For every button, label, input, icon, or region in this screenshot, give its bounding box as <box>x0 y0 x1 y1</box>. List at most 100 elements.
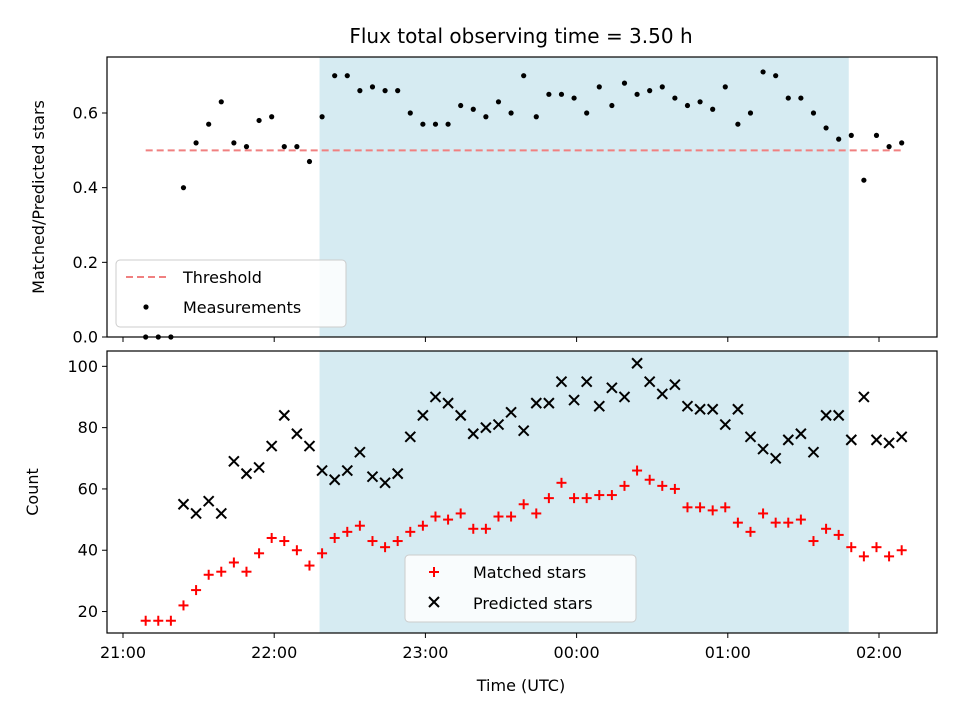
measurement-point <box>659 84 665 90</box>
predicted-star-point <box>807 446 820 458</box>
predicted-star-point <box>681 400 694 412</box>
predicted-star-point <box>467 428 479 440</box>
top-y-tick-label: 0.2 <box>73 253 98 272</box>
predicted-star-point <box>492 418 505 431</box>
matched-star-point <box>367 536 378 547</box>
measurement-point <box>218 99 224 105</box>
predicted-star-point <box>442 397 454 409</box>
predicted-star-point <box>656 388 668 400</box>
predicted-star-point <box>543 397 555 409</box>
measurement-point <box>294 144 300 150</box>
top-plot-marks <box>143 69 905 340</box>
measurement-point <box>470 106 476 112</box>
observing-window-span <box>319 57 849 337</box>
matched-star-point <box>556 477 567 488</box>
x-axis-label: Time (UTC) <box>476 676 565 695</box>
matched-star-point <box>203 569 214 580</box>
measurement-point <box>672 95 678 101</box>
measurement-point <box>395 88 401 94</box>
bottom-y-tick-label: 60 <box>78 479 98 498</box>
measurement-point <box>886 144 892 150</box>
matched-star-point <box>317 548 328 559</box>
measurement-point <box>533 114 539 120</box>
predicted-star-point <box>593 400 605 412</box>
matched-star-point <box>695 502 706 513</box>
predicted-star-point <box>228 455 240 468</box>
predicted-star-point <box>366 470 379 483</box>
measurement-point <box>596 84 602 90</box>
matched-star-point <box>644 474 655 485</box>
matched-star-point <box>833 529 844 540</box>
matched-star-point <box>304 560 315 571</box>
predicted-star-point <box>895 431 908 443</box>
predicted-star-point <box>769 452 782 464</box>
predicted-star-point <box>429 391 442 403</box>
matched-star-point <box>254 548 265 559</box>
matched-star-point <box>581 493 592 504</box>
matched-star-point <box>153 615 164 626</box>
measurement-point <box>710 106 716 112</box>
matched-star-point <box>506 511 517 522</box>
measurement-point <box>621 80 628 86</box>
matched-star-point <box>896 545 907 556</box>
measurement-point <box>243 144 250 150</box>
measurement-point <box>760 69 766 75</box>
measurement-point <box>836 136 842 142</box>
measurement-point <box>357 88 363 94</box>
top-y-tick-label: 0.0 <box>73 328 98 347</box>
predicted-star-point <box>580 375 593 388</box>
top-y-tick-label: 0.6 <box>73 104 98 123</box>
measurement-point <box>256 117 262 124</box>
matched-star-point <box>480 523 491 534</box>
measurement-point <box>747 110 754 116</box>
legend-matched-swatch <box>429 567 439 577</box>
matched-star-point <box>543 493 554 504</box>
predicted-star-point <box>694 403 706 415</box>
measurement-point <box>483 114 489 120</box>
x-tick-label: 00:00 <box>554 643 600 662</box>
predicted-star-point <box>291 428 303 440</box>
measurement-point <box>848 132 854 138</box>
measurement-point <box>445 121 451 127</box>
bottom-panel: 20 40 60 80 100 21:00 22:00 23:00 00:00 01:00 02:… <box>23 350 938 695</box>
predicted-star-point <box>265 440 278 452</box>
measurement-point <box>785 95 791 101</box>
matched-star-point <box>417 520 428 531</box>
matched-star-point <box>380 542 391 553</box>
matched-star-point <box>682 502 693 513</box>
predicted-star-point <box>568 394 580 406</box>
matched-star-point <box>342 526 353 537</box>
bottom-y-tick-label: 100 <box>67 357 98 376</box>
matched-star-point <box>606 490 617 501</box>
matched-star-point <box>216 566 227 577</box>
x-tick-label: 02:00 <box>856 643 902 662</box>
measurement-point <box>773 73 779 79</box>
bottom-y-axis-label: Count <box>23 468 42 516</box>
bottom-plot-marks <box>140 357 908 626</box>
measurement-point <box>722 84 728 90</box>
matched-star-point <box>430 511 441 522</box>
predicted-star-point <box>845 434 857 446</box>
matched-star-point <box>518 499 529 510</box>
predicted-star-point <box>883 437 895 449</box>
matched-star-point <box>178 600 189 611</box>
legend-predicted-label: Predicted stars <box>473 594 593 613</box>
predicted-star-point <box>480 421 492 434</box>
bottom-y-tick-label: 40 <box>78 541 98 560</box>
predicted-star-point <box>303 440 316 452</box>
measurement-point <box>571 95 577 101</box>
legend-matched-label: Matched stars <box>473 563 586 582</box>
measurement-point <box>735 121 741 127</box>
predicted-star-point <box>454 409 467 422</box>
top-axes-frame <box>106 56 938 338</box>
matched-star-point <box>846 542 857 553</box>
predicted-star-point <box>190 507 202 520</box>
top-legend: Threshold Measurements <box>115 259 347 328</box>
measurement-point <box>495 99 502 105</box>
predicted-star-point <box>341 464 353 477</box>
predicted-star-point <box>870 434 883 446</box>
predicted-star-point <box>606 382 618 394</box>
measurement-point <box>306 158 313 165</box>
predicted-star-point <box>631 357 643 369</box>
top-y-ticks: 0.0 0.2 0.4 0.6 <box>73 104 107 347</box>
